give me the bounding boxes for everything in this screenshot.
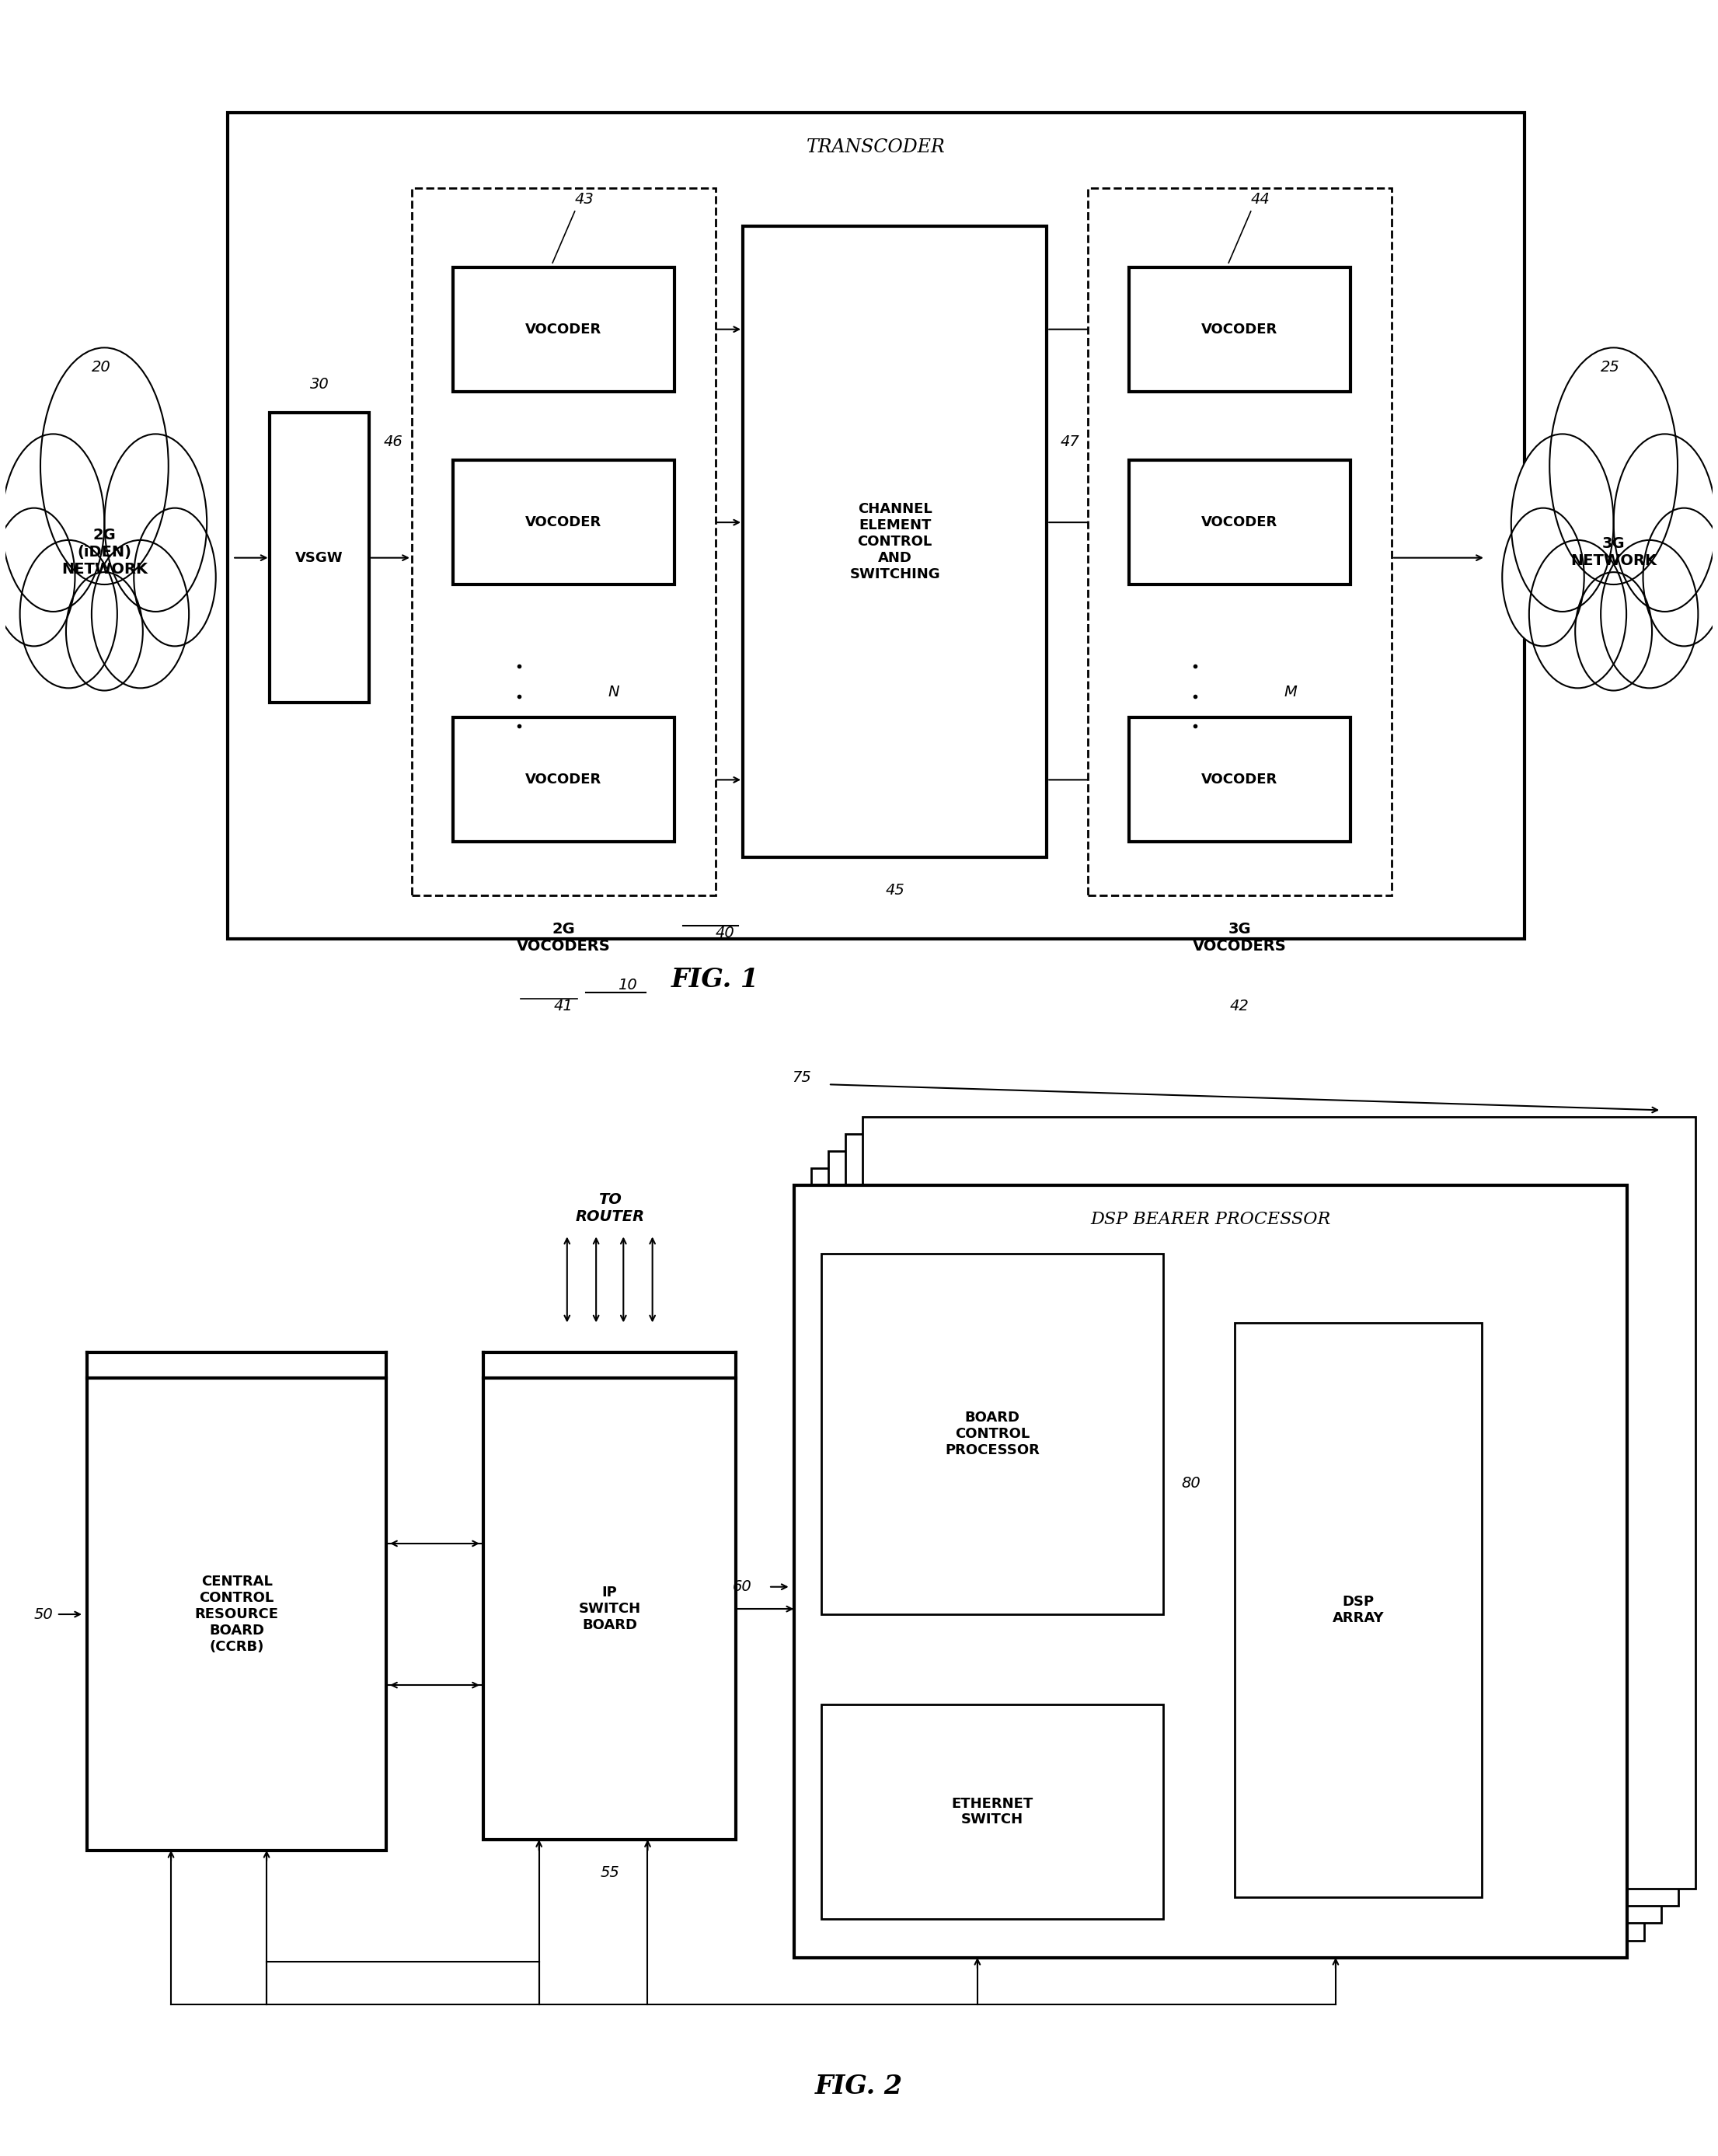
Text: BOARD
CONTROL
PROCESSOR: BOARD CONTROL PROCESSOR — [945, 1410, 1039, 1457]
Ellipse shape — [1601, 541, 1697, 688]
Text: 60: 60 — [732, 1580, 751, 1593]
Ellipse shape — [1550, 347, 1677, 584]
Ellipse shape — [91, 541, 189, 688]
Text: VOCODER: VOCODER — [526, 323, 601, 336]
Ellipse shape — [134, 509, 216, 647]
FancyBboxPatch shape — [412, 188, 716, 895]
Text: TRANSCODER: TRANSCODER — [807, 138, 945, 155]
Text: 42: 42 — [1230, 998, 1249, 1013]
Text: 47: 47 — [1060, 436, 1079, 448]
FancyBboxPatch shape — [845, 1134, 1678, 1906]
Text: FIG. 1: FIG. 1 — [672, 966, 759, 992]
FancyBboxPatch shape — [794, 1186, 1627, 1958]
Ellipse shape — [1613, 433, 1716, 612]
FancyBboxPatch shape — [483, 1378, 735, 1839]
Text: ETHERNET
SWITCH: ETHERNET SWITCH — [952, 1796, 1033, 1826]
Text: IP
SWITCH
BOARD: IP SWITCH BOARD — [579, 1587, 641, 1632]
Ellipse shape — [41, 347, 168, 584]
Ellipse shape — [1502, 509, 1584, 647]
FancyBboxPatch shape — [88, 1378, 387, 1850]
FancyBboxPatch shape — [1235, 1322, 1483, 1897]
Text: VOCODER: VOCODER — [526, 772, 601, 787]
FancyBboxPatch shape — [811, 1169, 1644, 1940]
FancyBboxPatch shape — [270, 414, 369, 703]
Text: 75: 75 — [792, 1072, 811, 1084]
Text: 2G
VOCODERS: 2G VOCODERS — [517, 921, 610, 953]
FancyBboxPatch shape — [452, 459, 675, 584]
Ellipse shape — [21, 541, 117, 688]
FancyBboxPatch shape — [227, 112, 1526, 938]
Ellipse shape — [1575, 571, 1653, 690]
Text: 10: 10 — [618, 977, 637, 992]
Text: N: N — [608, 683, 620, 699]
Text: CENTRAL
CONTROL
RESOURCE
BOARD
(CCRB): CENTRAL CONTROL RESOURCE BOARD (CCRB) — [194, 1576, 278, 1654]
Text: TO
ROUTER: TO ROUTER — [576, 1192, 644, 1225]
Ellipse shape — [65, 571, 143, 690]
Text: CHANNEL
ELEMENT
CONTROL
AND
SWITCHING: CHANNEL ELEMENT CONTROL AND SWITCHING — [849, 502, 940, 580]
Ellipse shape — [105, 433, 206, 612]
Text: 20: 20 — [91, 360, 112, 375]
Text: 43: 43 — [576, 192, 594, 207]
Text: 30: 30 — [309, 377, 330, 392]
Text: VOCODER: VOCODER — [1201, 772, 1278, 787]
Ellipse shape — [1529, 541, 1627, 688]
Text: 41: 41 — [553, 998, 574, 1013]
Text: VOCODER: VOCODER — [1201, 323, 1278, 336]
Ellipse shape — [1512, 433, 1613, 612]
FancyBboxPatch shape — [862, 1117, 1696, 1889]
FancyBboxPatch shape — [1087, 188, 1392, 895]
Ellipse shape — [1642, 509, 1718, 647]
FancyBboxPatch shape — [821, 1255, 1163, 1615]
FancyBboxPatch shape — [452, 718, 675, 843]
Text: VOCODER: VOCODER — [1201, 515, 1278, 530]
FancyBboxPatch shape — [821, 1705, 1163, 1919]
FancyBboxPatch shape — [828, 1151, 1661, 1923]
Text: DSP
ARRAY: DSP ARRAY — [1333, 1595, 1385, 1626]
FancyBboxPatch shape — [1129, 267, 1350, 392]
Text: 44: 44 — [1251, 192, 1270, 207]
Text: 40: 40 — [715, 925, 734, 940]
Ellipse shape — [2, 433, 105, 612]
Text: 25: 25 — [1601, 360, 1620, 375]
Ellipse shape — [0, 509, 76, 647]
FancyBboxPatch shape — [1129, 718, 1350, 843]
Text: 2G
(iDEN)
NETWORK: 2G (iDEN) NETWORK — [62, 528, 148, 578]
Text: 55: 55 — [600, 1865, 620, 1880]
Text: 45: 45 — [885, 882, 904, 897]
Text: DSP BEARER PROCESSOR: DSP BEARER PROCESSOR — [1091, 1212, 1331, 1229]
Text: 80: 80 — [1182, 1477, 1201, 1492]
FancyBboxPatch shape — [452, 267, 675, 392]
Text: 3G
VOCODERS: 3G VOCODERS — [1192, 921, 1287, 953]
FancyBboxPatch shape — [742, 226, 1046, 858]
Text: 50: 50 — [34, 1606, 53, 1621]
Text: M: M — [1283, 683, 1297, 699]
FancyBboxPatch shape — [1129, 459, 1350, 584]
Text: 46: 46 — [383, 436, 404, 448]
Text: VSGW: VSGW — [295, 550, 344, 565]
Text: FIG. 2: FIG. 2 — [814, 2074, 904, 2100]
Text: VOCODER: VOCODER — [526, 515, 601, 530]
Text: 3G
NETWORK: 3G NETWORK — [1570, 537, 1656, 569]
